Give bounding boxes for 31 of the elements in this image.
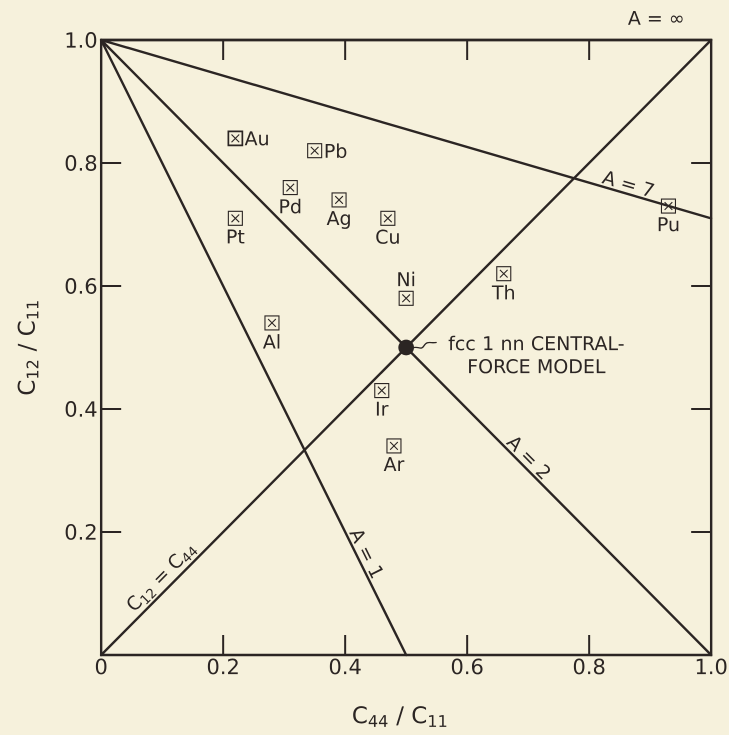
legend-label: C$_{12}$ = C$_{44}$ bbox=[127, 546, 198, 610]
annotation: Pd bbox=[280, 198, 300, 214]
y-tick-label: 0.4 bbox=[66, 401, 96, 417]
y-tick-label: 0.8 bbox=[66, 155, 96, 171]
y-axis-title: C$_{12}$ / C$_{11}$ bbox=[17, 301, 38, 394]
text: A = 7 bbox=[601, 171, 654, 196]
annotation: Pt bbox=[228, 230, 244, 244]
annotation: fcc 1 nn CENTRAL-FORCE MODEL bbox=[448, 336, 624, 374]
text: A = 2 bbox=[506, 437, 550, 480]
x-tick-label: 0.6 bbox=[452, 658, 482, 674]
x-tick-label: 0.8 bbox=[574, 658, 604, 674]
series-label: A = ∞ bbox=[628, 10, 683, 25]
annotation: Ir bbox=[376, 402, 388, 416]
x-axis-title: C$_{44}$ / C$_{11}$ bbox=[353, 706, 446, 727]
x-tick-label: 0.4 bbox=[330, 658, 361, 674]
annotation: Ni bbox=[398, 272, 414, 286]
annotation: Al bbox=[262, 334, 280, 349]
annotation: Au bbox=[244, 131, 268, 146]
annotation: Pu bbox=[658, 217, 678, 232]
x-tick-label: 0 bbox=[96, 658, 106, 674]
annotation: Cu bbox=[376, 230, 399, 244]
annotation: Pb bbox=[326, 143, 346, 158]
y-tick-label: 0.2 bbox=[66, 524, 96, 540]
y-tick-label: 1.0 bbox=[66, 32, 96, 48]
text: A = 1 bbox=[349, 531, 383, 579]
y-tick-label: 0.6 bbox=[66, 278, 96, 294]
x-tick-label: 0.2 bbox=[208, 658, 238, 674]
x-tick-label: 1.0 bbox=[696, 658, 726, 674]
annotation: Th bbox=[492, 284, 514, 300]
annotation: Ag bbox=[326, 211, 350, 229]
annotation: Ar bbox=[384, 457, 404, 471]
